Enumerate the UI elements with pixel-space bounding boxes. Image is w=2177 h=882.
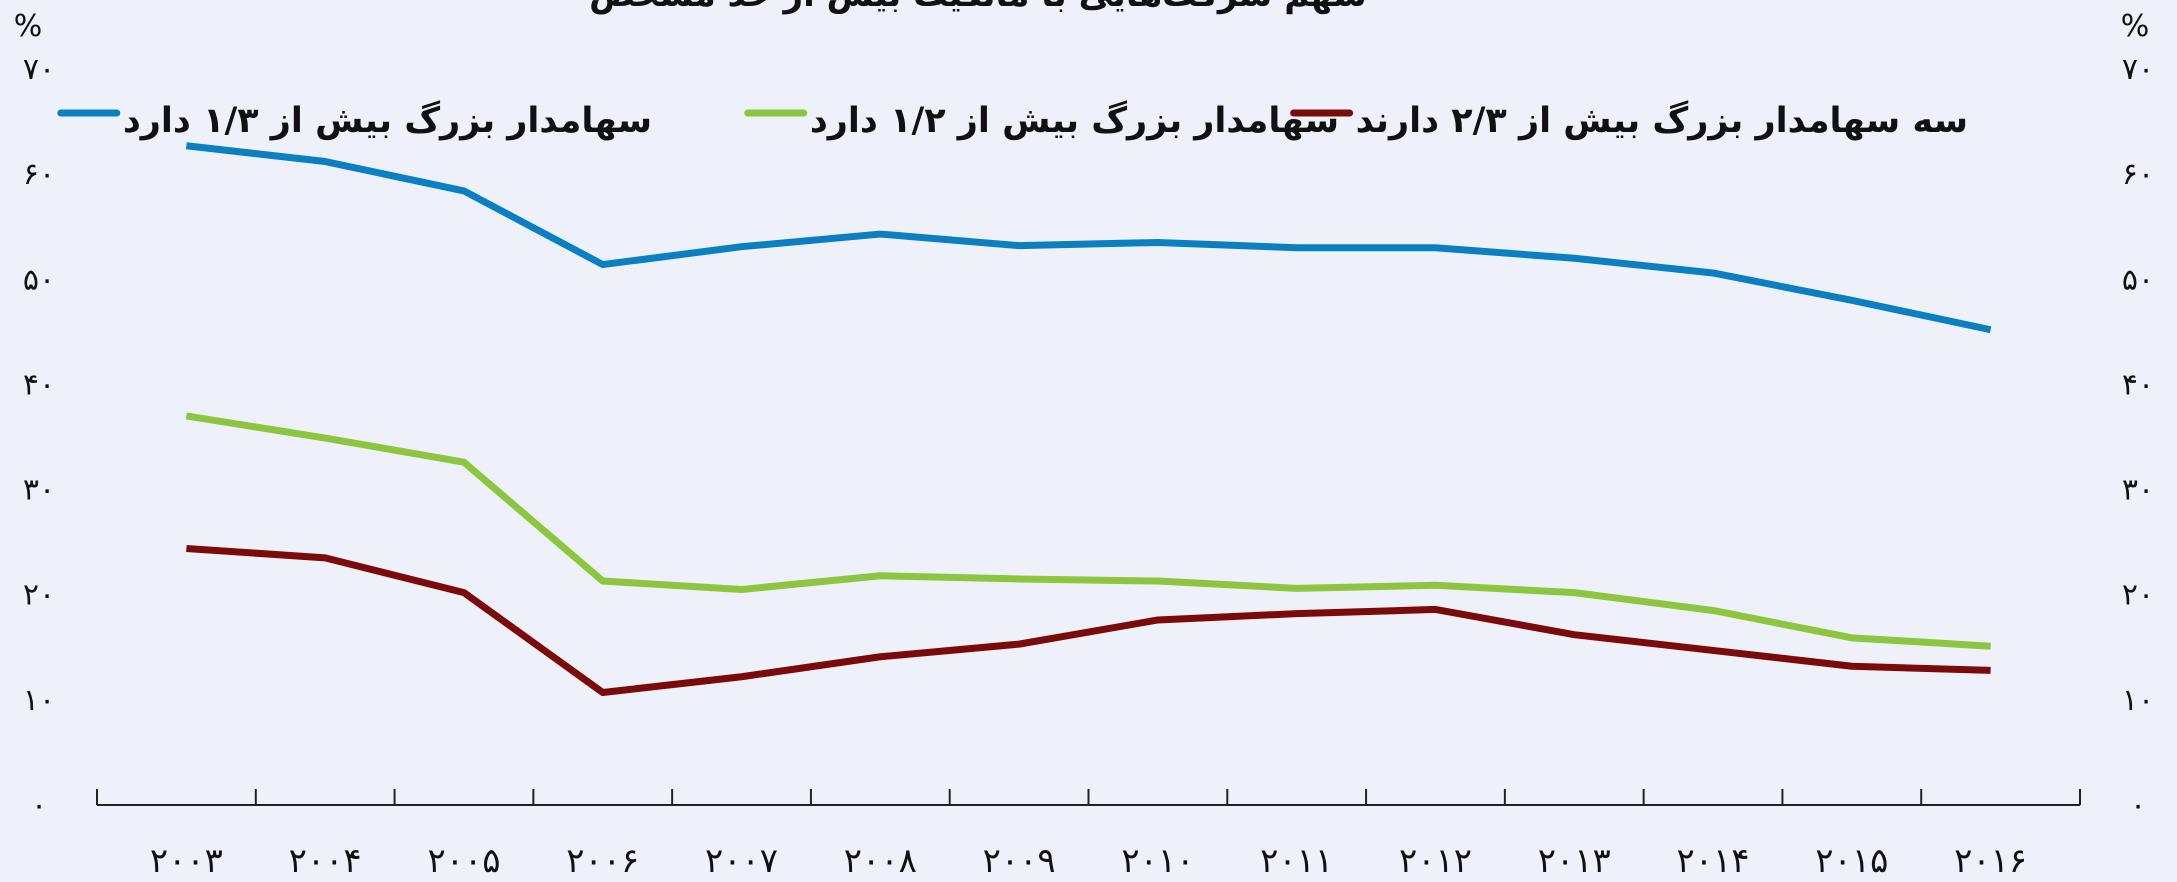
- y2-unit: %: [2121, 9, 2150, 44]
- x-tick-label: ۲۰۱۵: [1815, 841, 1888, 881]
- chart-title: سهم شرکت‌هایی با مالکیت بیش از حد مشخص: [589, 0, 1367, 15]
- x-tick-label: ۲۰۱۲: [1399, 841, 1472, 881]
- line-series: [185, 142, 1992, 334]
- legend-label: سهامدار بزرگ بیش از ۱/۳ دارد: [123, 99, 652, 141]
- y2-tick-label: ۴۰: [2122, 367, 2154, 402]
- y-tick-label: ۴۰: [23, 367, 55, 402]
- y-tick-label: ۰: [31, 788, 47, 823]
- x-tick-label: ۲۰۱۱: [1260, 841, 1333, 881]
- x-tick-label: ۲۰۰۵: [427, 841, 500, 881]
- y2-tick-label: ۵۰: [2122, 262, 2154, 297]
- y2-tick-label: ۳۰: [2122, 473, 2154, 508]
- line-series: [185, 412, 1991, 650]
- x-tick-label: ۲۰۰۴: [289, 841, 362, 881]
- y2-tick-label: ۶۰: [2122, 157, 2154, 192]
- line-series: [186, 544, 1991, 696]
- x-tick-label: ۲۰۰۹: [983, 841, 1056, 881]
- legend-label: سه سهامدار بزرگ بیش از ۲/۳ دارند: [1356, 99, 1968, 141]
- x-tick-label: ۲۰۱۴: [1677, 841, 1750, 881]
- y-tick-label: ۶۰: [23, 157, 55, 192]
- y2-tick-label: ۷۰: [2122, 52, 2154, 87]
- x-tick-label: ۲۰۰۸: [844, 841, 917, 881]
- y-tick-label: ۵۰: [23, 262, 55, 297]
- x-tick-label: ۲۰۱۶: [1954, 841, 2027, 881]
- y2-tick-label: ۲۰: [2122, 578, 2154, 613]
- y-tick-label: ۱۰: [23, 683, 55, 718]
- x-tick-label: ۲۰۰۶: [566, 841, 639, 881]
- x-tick-label: ۲۰۱۰: [1121, 841, 1194, 881]
- y-tick-label: ۲۰: [23, 578, 55, 613]
- legend-label: سهامدار بزرگ بیش از ۱/۲ دارد: [810, 99, 1339, 141]
- y-tick-label: ۳۰: [23, 473, 55, 508]
- x-tick-label: ۲۰۰۷: [705, 841, 778, 881]
- x-tick-label: ۲۰۱۳: [1538, 841, 1611, 881]
- y2-tick-label: ۱۰: [2122, 683, 2154, 718]
- x-tick-label: ۲۰۰۳: [150, 841, 223, 881]
- y2-tick-label: ۰: [2130, 788, 2146, 823]
- y-unit: %: [14, 9, 43, 44]
- y-tick-label: ۷۰: [23, 52, 55, 87]
